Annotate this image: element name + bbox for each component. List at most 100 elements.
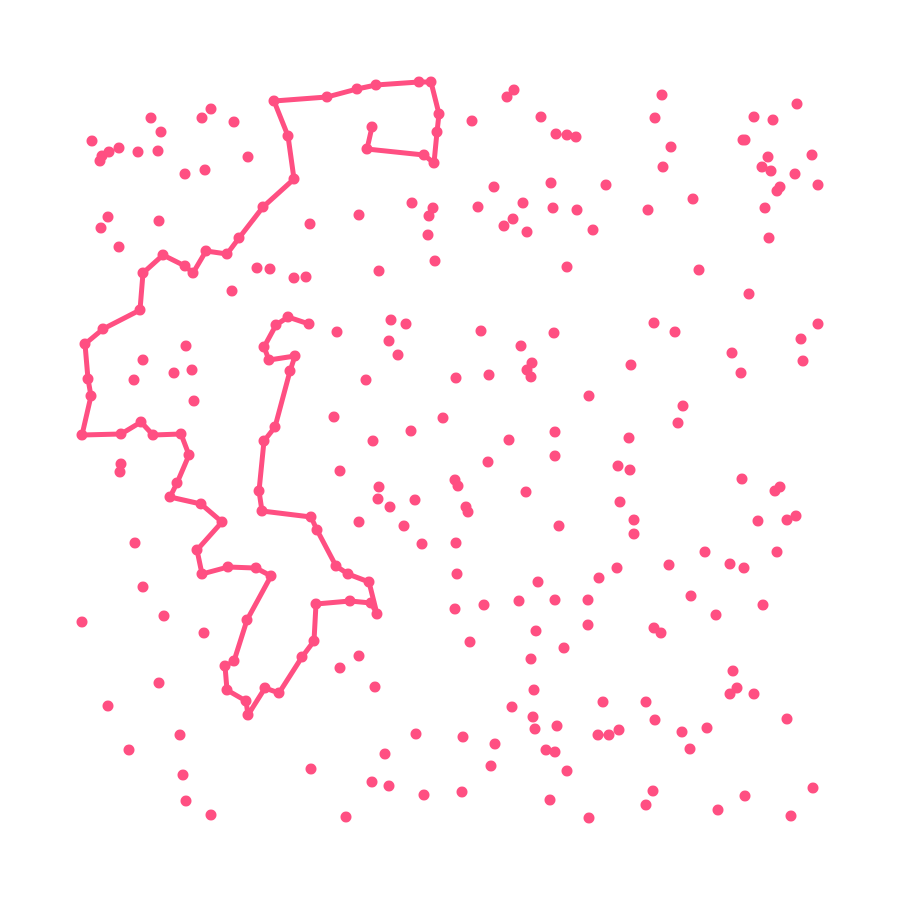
- scatter-point: [503, 434, 515, 446]
- scatter-point: [549, 594, 561, 606]
- scatter-point: [561, 129, 573, 141]
- scatter-point: [785, 810, 797, 822]
- scatter-point: [748, 111, 760, 123]
- scatter-point: [614, 496, 626, 508]
- scatter-point: [727, 665, 739, 677]
- scatter-point: [466, 115, 478, 127]
- route-point: [196, 568, 208, 580]
- scatter-point: [535, 111, 547, 123]
- scatter-point: [456, 786, 468, 798]
- route-point: [228, 655, 240, 667]
- scatter-point: [450, 537, 462, 549]
- route-point: [282, 130, 294, 142]
- route-point: [200, 245, 212, 257]
- route-point: [179, 260, 191, 272]
- route-point: [344, 595, 356, 607]
- scatter-point: [86, 135, 98, 147]
- scatter-point: [449, 603, 461, 615]
- scatter-point: [95, 222, 107, 234]
- scatter-point: [137, 354, 149, 366]
- scatter-point: [451, 568, 463, 580]
- route-point: [273, 687, 285, 699]
- scatter-point: [416, 538, 428, 550]
- scatter-point: [656, 89, 668, 101]
- route-point: [268, 95, 280, 107]
- scatter-point: [587, 224, 599, 236]
- route-point: [256, 505, 268, 517]
- scatter-point: [288, 272, 300, 284]
- scatter-point: [561, 261, 573, 273]
- scatter-point: [655, 627, 667, 639]
- scatter-points: [76, 84, 824, 824]
- scatter-point: [174, 729, 186, 741]
- scatter-point: [765, 165, 777, 177]
- scatter-point: [334, 662, 346, 674]
- scatter-point: [199, 164, 211, 176]
- scatter-point: [405, 425, 417, 437]
- scatter-point: [582, 594, 594, 606]
- route-point: [250, 562, 262, 574]
- scatter-point: [528, 684, 540, 696]
- scatter-point: [196, 112, 208, 124]
- scatter-point: [102, 211, 114, 223]
- scatter-point: [179, 168, 191, 180]
- scatter-point: [763, 232, 775, 244]
- scatter-point: [483, 369, 495, 381]
- scatter-point: [592, 729, 604, 741]
- route-point: [288, 173, 300, 185]
- route-point: [241, 614, 253, 626]
- scatter-point: [103, 146, 115, 158]
- scatter-point: [665, 141, 677, 153]
- scatter-point: [373, 481, 385, 493]
- scatter-point: [756, 161, 768, 173]
- scatter-point: [774, 181, 786, 193]
- route-point: [222, 561, 234, 573]
- scatter-point: [379, 748, 391, 760]
- scatter-point: [264, 263, 276, 275]
- scatter-point: [180, 340, 192, 352]
- scatter-point: [806, 149, 818, 161]
- scatter-point: [457, 731, 469, 743]
- route-point: [431, 126, 443, 138]
- scatter-point: [488, 181, 500, 193]
- scatter-point: [525, 653, 537, 665]
- scatter-point: [663, 559, 675, 571]
- route-point: [289, 350, 301, 362]
- scatter-point: [429, 255, 441, 267]
- route-point: [342, 568, 354, 580]
- scatter-point: [640, 696, 652, 708]
- scatter-point: [198, 627, 210, 639]
- scatter-point: [593, 572, 605, 584]
- scatter-point: [152, 145, 164, 157]
- scatter-point: [507, 213, 519, 225]
- scatter-point: [360, 374, 372, 386]
- scatter-point: [478, 599, 490, 611]
- scatter-point: [340, 811, 352, 823]
- scatter-point: [544, 794, 556, 806]
- route-point: [303, 318, 315, 330]
- scatter-point: [624, 464, 636, 476]
- route-point: [135, 416, 147, 428]
- scatter-point: [685, 590, 697, 602]
- route-point: [216, 516, 228, 528]
- scatter-point: [699, 546, 711, 558]
- scatter-point: [205, 809, 217, 821]
- scatter-point: [353, 650, 365, 662]
- scatter-point: [712, 804, 724, 816]
- scatter-point: [735, 367, 747, 379]
- scatter-point: [549, 746, 561, 758]
- scatter-point: [657, 161, 669, 173]
- scatter-point: [242, 151, 254, 163]
- scatter-point: [155, 126, 167, 138]
- scatter-point: [353, 209, 365, 221]
- scatter-point: [489, 738, 501, 750]
- route-point: [418, 149, 430, 161]
- scatter-point: [228, 116, 240, 128]
- scatter-point: [583, 390, 595, 402]
- scatter-point: [774, 481, 786, 493]
- scatter-point: [771, 546, 783, 558]
- scatter-point: [400, 318, 412, 330]
- scatter-point: [558, 642, 570, 654]
- route-point: [263, 354, 275, 366]
